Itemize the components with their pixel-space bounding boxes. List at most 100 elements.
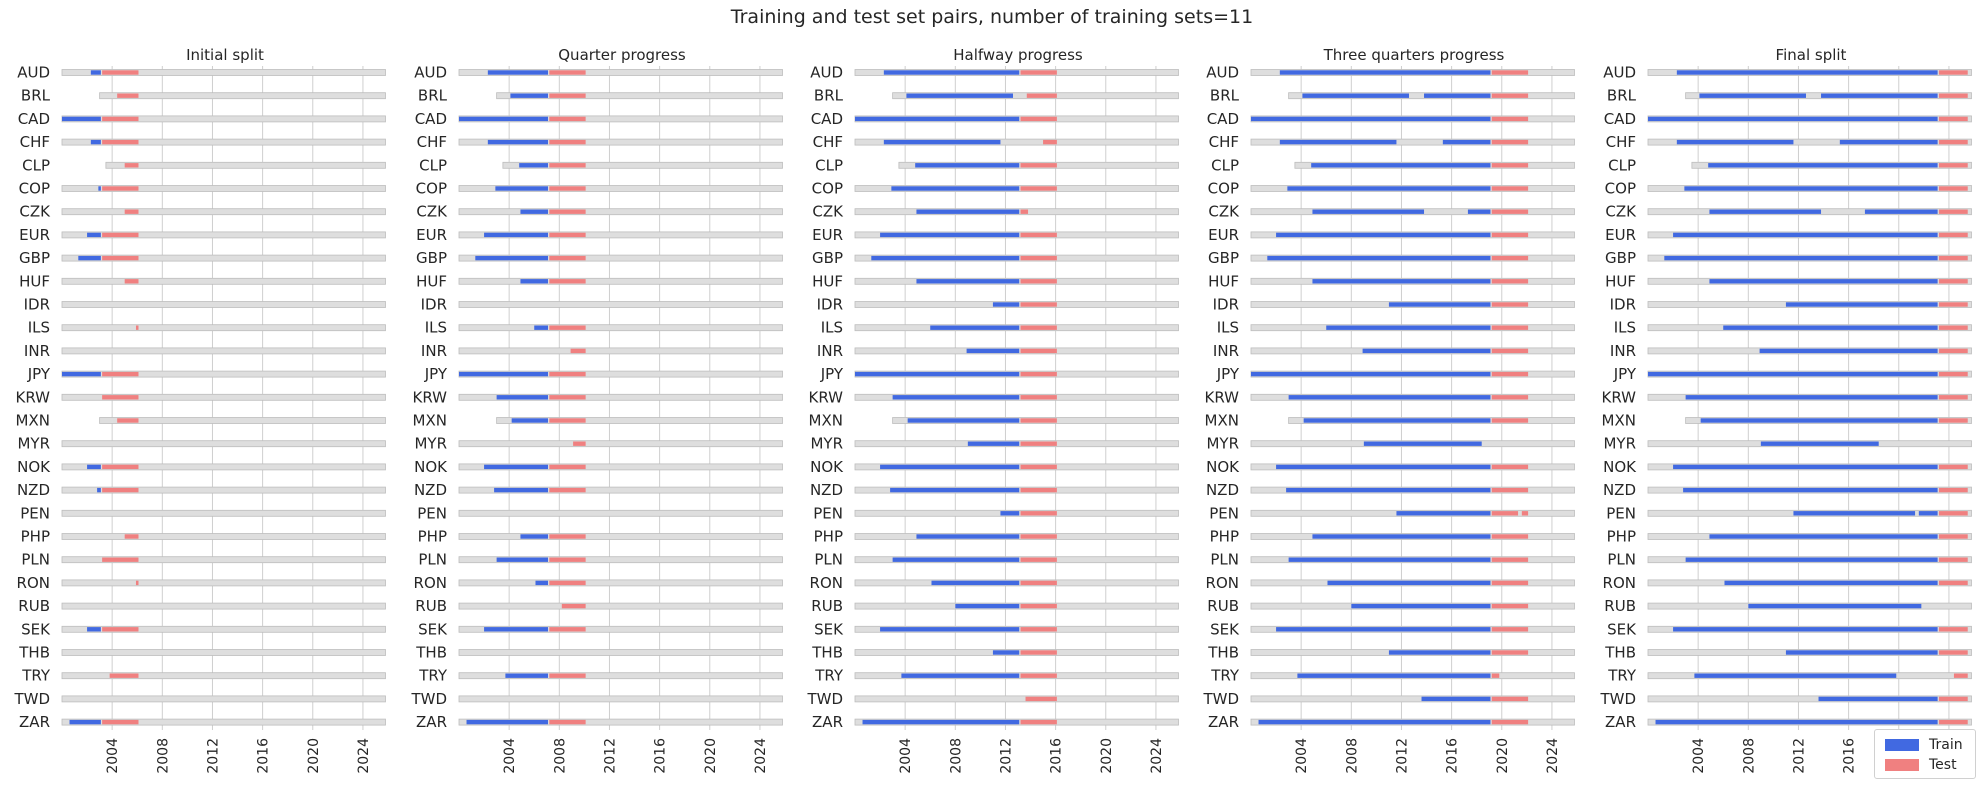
- train-bar: [1709, 534, 1938, 539]
- test-bar: [1020, 719, 1057, 725]
- currency-tick-label: PEN: [417, 504, 447, 522]
- currency-tick-label: PEN: [813, 504, 843, 522]
- train-bar: [1664, 255, 1938, 261]
- test-bar: [1491, 139, 1529, 145]
- currency-tick-label: INR: [1213, 342, 1239, 360]
- test-bar: [1938, 418, 1968, 423]
- train-bar: [890, 487, 1020, 493]
- currency-tick-label: MXN: [16, 412, 50, 430]
- currency-tick-label: HUF: [1605, 272, 1636, 290]
- availability-bar: [458, 579, 783, 587]
- availability-bar: [458, 231, 783, 239]
- test-bar: [102, 557, 139, 562]
- train-bar: [1724, 580, 1938, 586]
- test-bar: [1953, 673, 1968, 678]
- test-bar: [102, 719, 139, 725]
- test-bar: [1491, 255, 1529, 261]
- currency-tick-label: NZD: [414, 481, 447, 499]
- currency-tick-label: GBP: [812, 249, 843, 267]
- train-bar: [931, 580, 1020, 586]
- legend-label-test: Test: [1929, 757, 1957, 773]
- year-tick-label: 2016: [1445, 738, 1461, 774]
- year-tick-label: 2008: [948, 738, 964, 774]
- test-bar: [1020, 209, 1029, 214]
- train-bar: [87, 627, 101, 632]
- test-bar: [1020, 418, 1057, 423]
- currency-tick-label: EUR: [1605, 226, 1636, 244]
- train-bar: [1723, 325, 1938, 330]
- train-bar: [1388, 650, 1491, 655]
- train-bar: [496, 395, 549, 400]
- train-bar: [1676, 70, 1938, 75]
- test-bar: [1491, 418, 1529, 423]
- currency-tick-label: IDR: [1610, 296, 1636, 314]
- test-bar: [549, 580, 586, 586]
- currency-tick-label: HUF: [812, 272, 843, 290]
- train-bar: [90, 139, 101, 145]
- test-bar: [135, 325, 139, 330]
- currency-tick-label: THB: [1604, 644, 1636, 662]
- availability-bar: [61, 486, 386, 494]
- currency-tick-label: ZAR: [1605, 713, 1636, 731]
- train-bar: [1785, 650, 1938, 655]
- train-bar: [535, 580, 549, 586]
- currency-tick-label: CZK: [1208, 203, 1240, 221]
- test-bar: [1938, 464, 1968, 470]
- currency-tick-label: CHF: [813, 133, 843, 151]
- train-bar: [1709, 209, 1822, 214]
- year-tick-label: 2016: [1049, 738, 1065, 774]
- test-bar: [1491, 673, 1500, 678]
- currency-tick-label: PLN: [1210, 551, 1239, 569]
- train-bar: [1673, 232, 1938, 238]
- train-bar: [1467, 209, 1491, 214]
- currency-tick-label: CAD: [1207, 110, 1239, 128]
- currency-tick-label: KRW: [413, 388, 448, 406]
- test-bar: [549, 673, 586, 678]
- currency-tick-label: MYR: [1603, 435, 1636, 453]
- test-bar: [1020, 511, 1057, 516]
- train-bar: [1785, 302, 1938, 307]
- train-bar: [1267, 255, 1491, 261]
- test-bar: [1938, 163, 1968, 168]
- test-bar: [1938, 348, 1968, 354]
- currency-tick-label: RUB: [1207, 597, 1239, 615]
- test-bar: [549, 557, 586, 562]
- train-bar: [1327, 580, 1491, 586]
- train-bar: [1302, 93, 1409, 98]
- train-bar: [855, 116, 1020, 122]
- test-bar: [549, 186, 586, 191]
- currency-tick-label: EUR: [1208, 226, 1239, 244]
- train-bar: [87, 464, 101, 470]
- test-bar: [1938, 371, 1968, 377]
- currency-tick-label: KRW: [16, 388, 51, 406]
- test-bar: [1020, 441, 1057, 446]
- train-bar: [1396, 511, 1491, 516]
- train-bar: [891, 186, 1020, 191]
- currency-tick-label: NZD: [1603, 481, 1636, 499]
- figure-title: Training and test set pairs, number of t…: [730, 6, 1254, 28]
- currency-tick-label: TWD: [1202, 690, 1239, 708]
- currency-tick-label: PEN: [20, 504, 50, 522]
- currency-tick-label: NOK: [414, 458, 448, 476]
- currency-tick-label: INR: [817, 342, 843, 360]
- year-tick-label: 2008: [155, 738, 171, 774]
- test-bar: [1521, 511, 1529, 516]
- test-bar: [1491, 719, 1529, 725]
- train-bar: [880, 464, 1020, 470]
- currency-tick-label: INR: [24, 342, 50, 360]
- test-bar: [1020, 325, 1057, 330]
- availability-bar: [854, 138, 1179, 146]
- train-bar: [496, 557, 549, 562]
- train-bar: [1708, 163, 1938, 168]
- availability-bar: [458, 324, 783, 332]
- test-bar: [1020, 255, 1057, 261]
- test-bar: [102, 487, 139, 493]
- train-bar: [484, 627, 549, 632]
- train-bar: [487, 70, 549, 75]
- currency-tick-label: CLP: [1211, 156, 1239, 174]
- currency-tick-label: ILS: [1614, 319, 1636, 337]
- year-tick-label: 2020: [306, 738, 322, 774]
- currency-tick-label: PHP: [1210, 528, 1239, 546]
- test-bar: [1020, 348, 1057, 354]
